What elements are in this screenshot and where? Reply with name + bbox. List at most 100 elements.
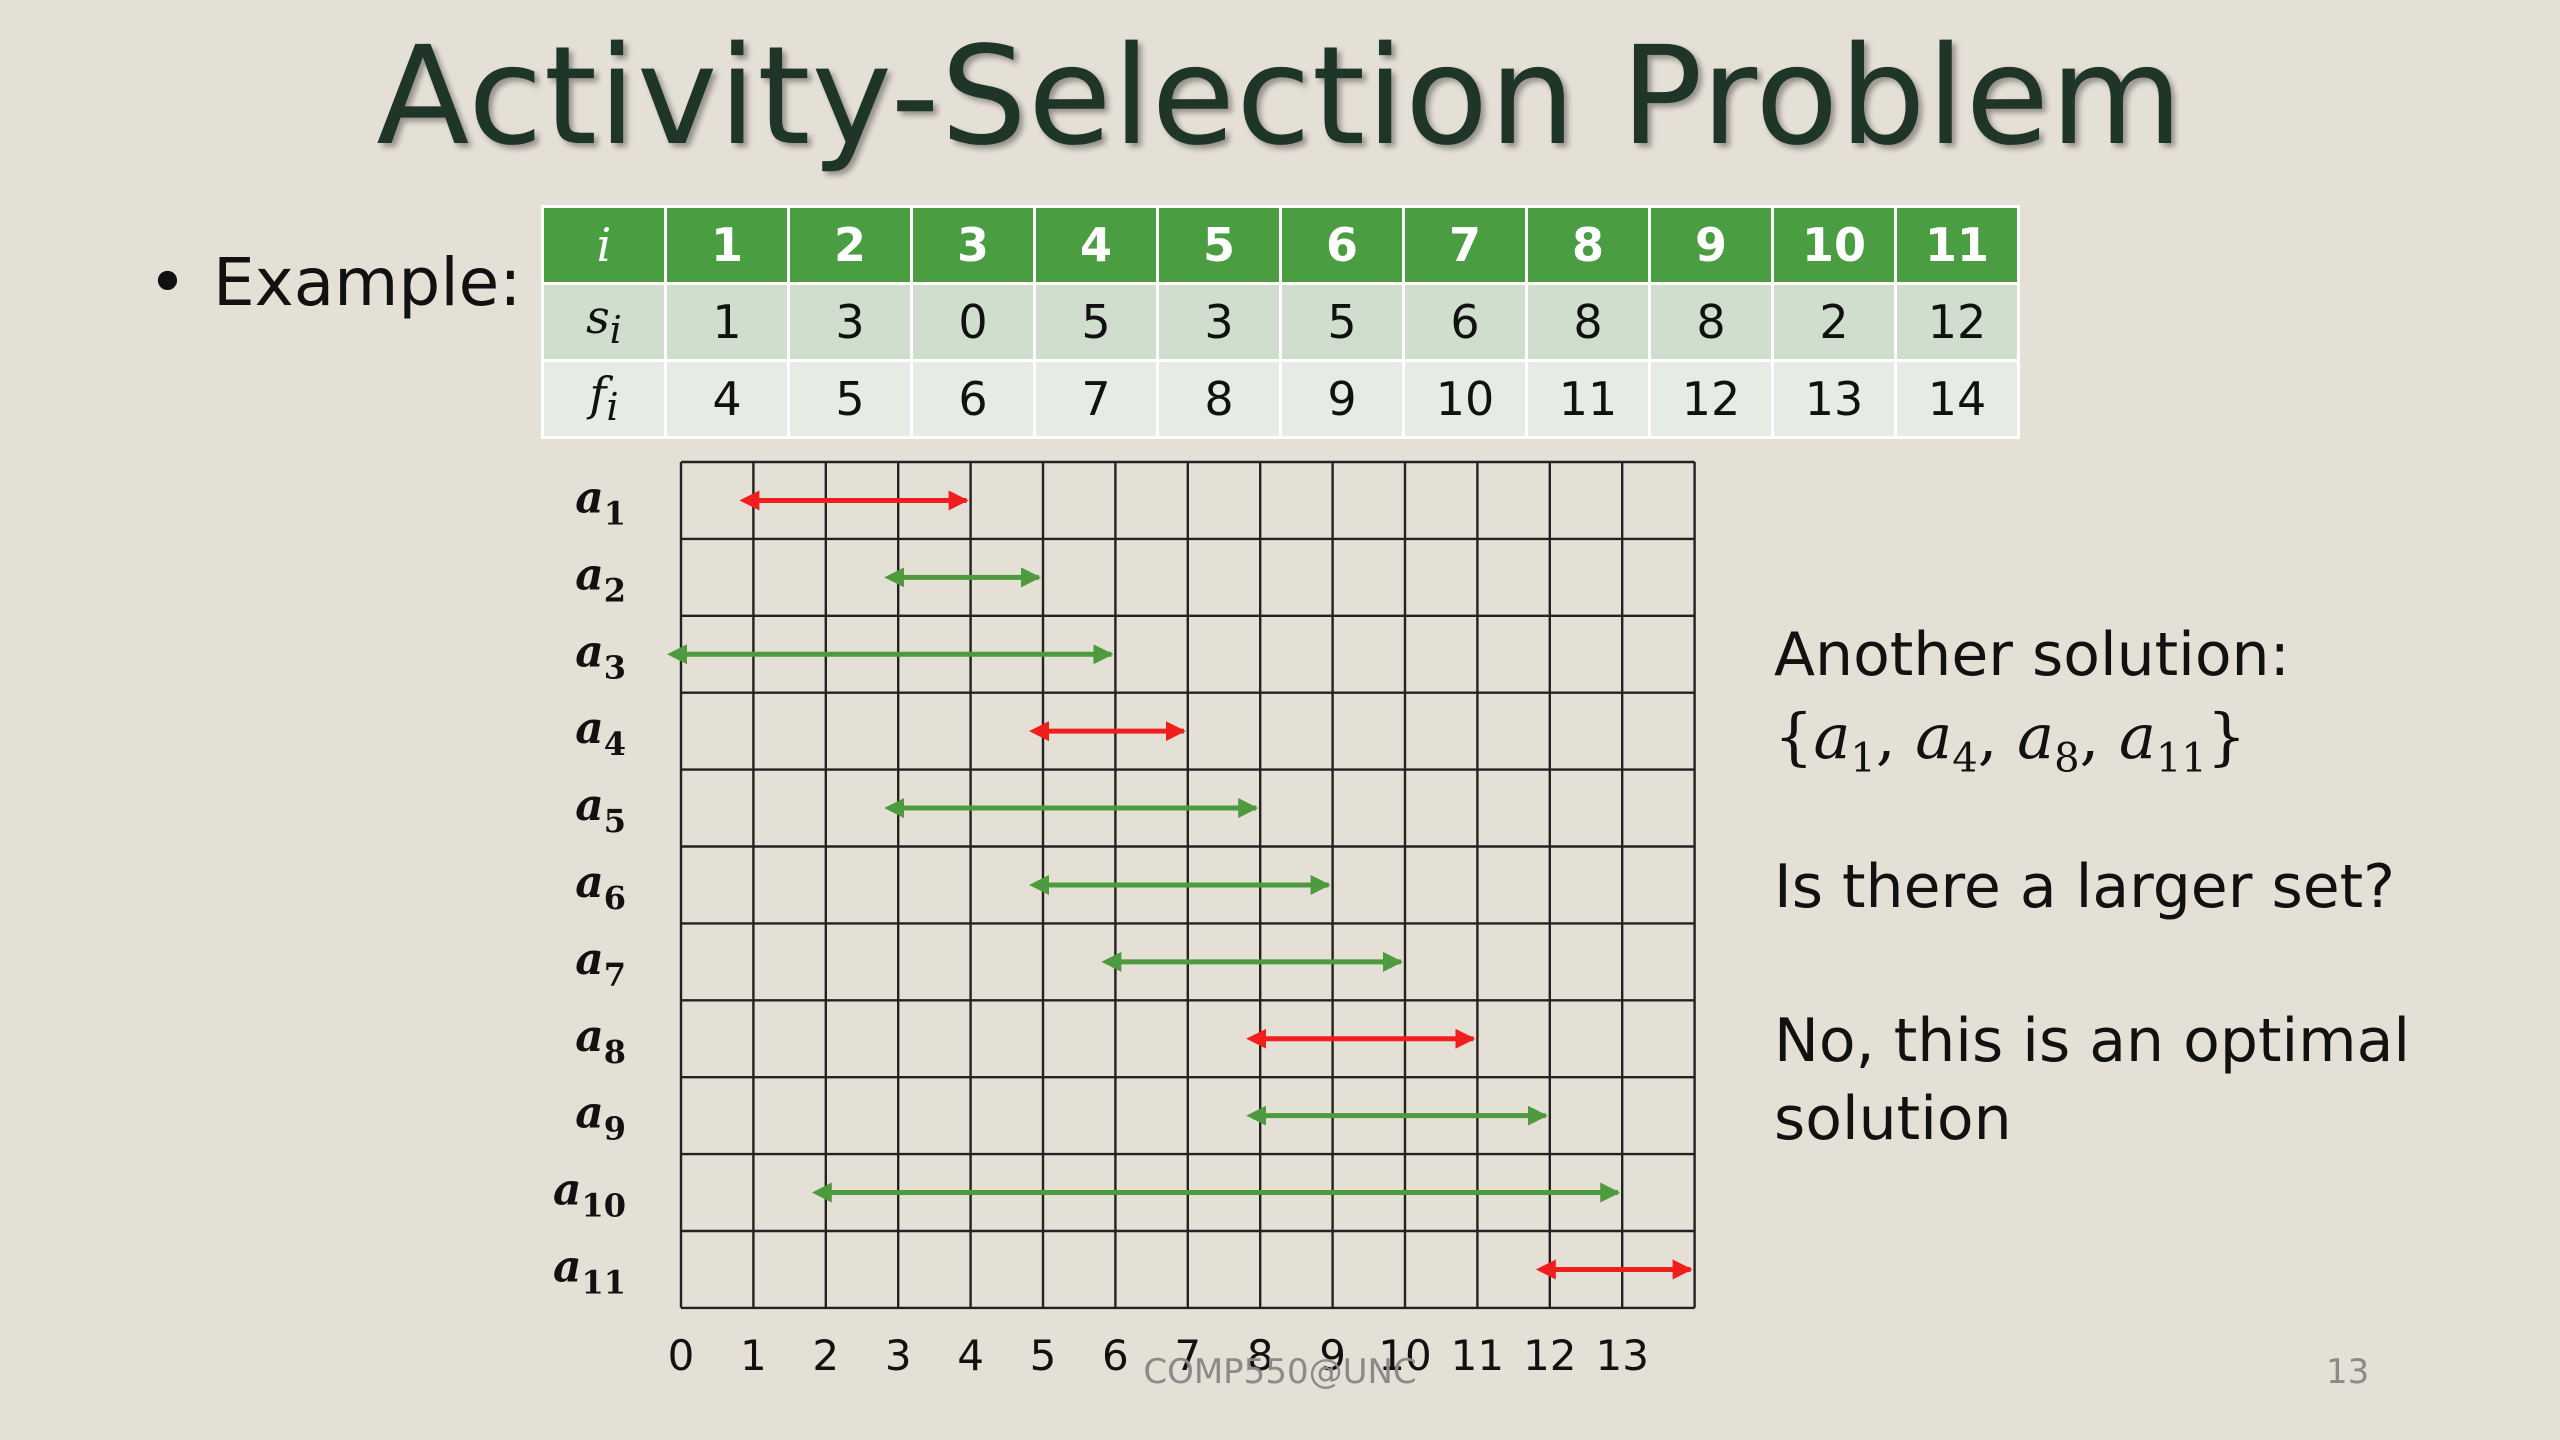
solution-set: {a1, a4, a8, a11} [1774,700,2246,781]
set-item: a11 [2119,700,2207,781]
set-item-sub: 8 [2054,735,2080,782]
activity-label-sub: 3 [604,648,626,686]
row-label-f-main: f [589,367,607,422]
activity-label-sub: 5 [604,802,626,840]
table-cell-i-4: 4 [1033,205,1159,285]
activity-label: a10 [553,1165,626,1225]
page-number: 13 [2326,1352,2370,1392]
activity-label-sub: 11 [581,1263,626,1301]
activity-label-main: a [575,703,604,754]
x-tick-label: 3 [885,1331,912,1380]
activity-label-main: a [575,472,604,523]
set-item-sub: 11 [2155,735,2207,782]
x-tick-label: 5 [1030,1331,1057,1380]
x-tick-label: 0 [668,1331,695,1380]
set-item: a4 [1915,700,1977,781]
table-cell-i-11: 11 [1894,205,2020,285]
table-cell-f-6: 9 [1279,359,1405,439]
another-solution-text: Another solution: [1774,620,2290,690]
table-cell-s-8: 8 [1525,282,1651,362]
activity-label-sub: 10 [581,1187,626,1225]
activity-label: a9 [575,1088,626,1148]
set-items: a1, a4, a8, a11 [1813,700,2207,781]
table-cell-i-3: 3 [910,205,1036,285]
x-tick-label: 8 [1247,1331,1274,1380]
activity-label: a8 [575,1011,626,1071]
activity-label: a2 [575,549,626,609]
set-item-main: a [1915,700,1953,773]
activity-label-main: a [575,780,604,831]
footer-text: COMP550@UNC [1143,1352,1417,1392]
table-cell-s-1: 1 [664,282,790,362]
row-label-s-sub: i [609,308,622,354]
table-cell-s-3: 0 [910,282,1036,362]
answer-text-line1: No, this is an optimal [1774,1006,2411,1076]
table-cell-i-10: 10 [1771,205,1897,285]
x-tick-label: 13 [1595,1331,1648,1380]
activity-label: a4 [575,703,626,763]
activity-label-sub: 2 [604,571,626,609]
set-separator: , [1875,700,1916,773]
table-cell-f-5: 8 [1156,359,1282,439]
table-cell-i-5: 5 [1156,205,1282,285]
bullet-text: Example: [212,244,522,321]
table-cell-s-10: 2 [1771,282,1897,362]
activity-label-sub: 8 [604,1033,626,1071]
table-row-i: i 1 2 3 4 5 6 7 8 9 10 11 [541,205,2020,285]
table-cell-s-4: 5 [1033,282,1159,362]
table-row-s: si 1 3 0 5 3 5 6 8 8 2 12 [541,282,2020,362]
question-text: Is there a larger set? [1774,852,2396,922]
slide-title: Activity-Selection Problem [376,18,2184,176]
row-label-f-sub: i [606,385,619,431]
table-cell-i-8: 8 [1525,205,1651,285]
set-item-main: a [1813,700,1851,773]
table-cell-i-6: 6 [1279,205,1405,285]
activity-label-sub: 9 [604,1110,626,1148]
table-cell-i-2: 2 [787,205,913,285]
activity-label-main: a [553,1241,582,1292]
set-item-main: a [2017,700,2055,773]
table-cell-f-7: 10 [1402,359,1528,439]
table-cell-f-4: 7 [1033,359,1159,439]
set-item: a1 [1813,700,1875,781]
table-cell-f-1: 4 [664,359,790,439]
activity-label-main: a [575,626,604,677]
table-cell-i-1: 1 [664,205,790,285]
activity-label-main: a [553,1165,582,1216]
table-cell-f-3: 6 [910,359,1036,439]
activity-label: a7 [575,934,626,994]
activity-label: a6 [575,857,626,917]
activity-label-main: a [575,549,604,600]
table-cell-f-11: 14 [1894,359,2020,439]
row-label-i: i [541,205,667,285]
table-cell-f-8: 11 [1525,359,1651,439]
x-tick-label: 6 [1102,1331,1129,1380]
table-cell-i-7: 7 [1402,205,1528,285]
table-cell-f-10: 13 [1771,359,1897,439]
table-cell-s-11: 12 [1894,282,2020,362]
bullet-dot: • [148,244,187,321]
table-cell-s-2: 3 [787,282,913,362]
set-open-brace: { [1774,700,1814,773]
activity-label-main: a [575,1088,604,1139]
activity-label: a3 [575,626,626,686]
activity-label: a5 [575,780,626,840]
table-cell-f-2: 5 [787,359,913,439]
activity-label-sub: 7 [604,956,626,994]
x-tick-label: 12 [1523,1331,1576,1380]
x-tick-label: 10 [1378,1331,1431,1380]
activity-label-main: a [575,934,604,985]
x-tick-label: 1 [740,1331,767,1380]
activity-label: a1 [575,472,626,532]
table-cell-s-7: 6 [1402,282,1528,362]
set-item-sub: 1 [1850,735,1876,782]
activity-label-sub: 1 [604,494,626,532]
activity-label: a11 [553,1241,626,1301]
set-separator: , [1977,700,2018,773]
activity-label-main: a [575,857,604,908]
set-item-sub: 4 [1952,735,1978,782]
set-close-brace: } [2206,700,2247,773]
activity-label-sub: 4 [604,725,626,763]
